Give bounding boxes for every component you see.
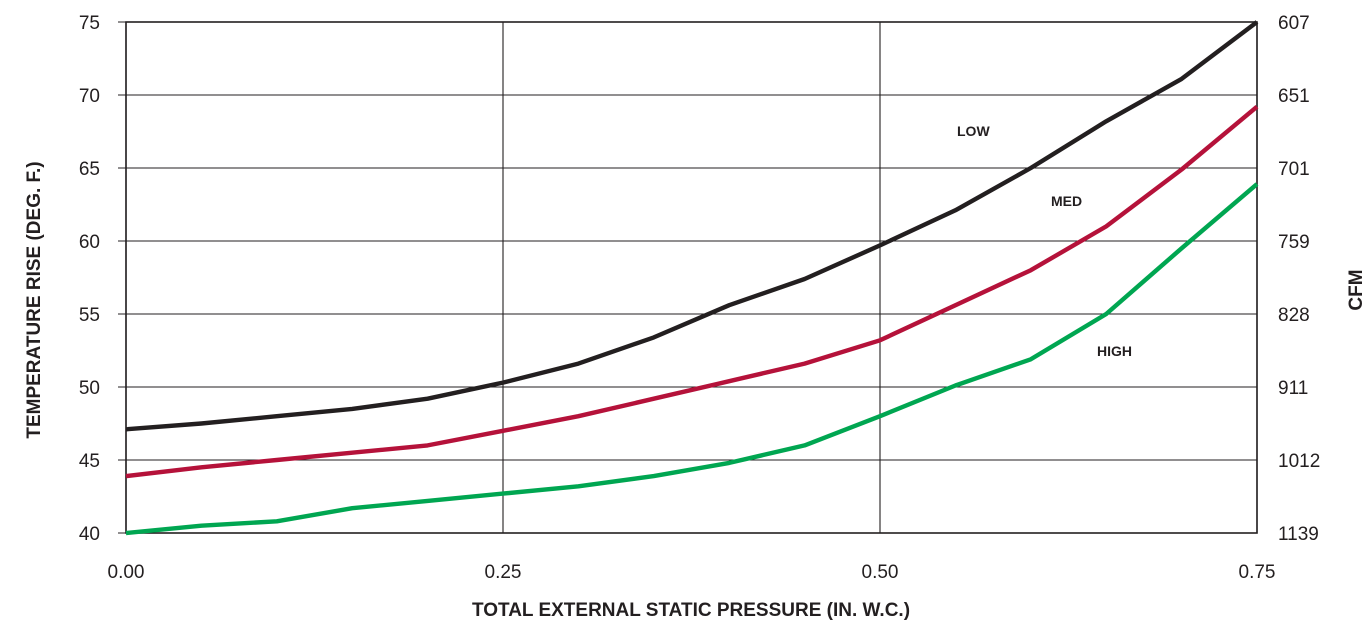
- y-tick-label: 50: [79, 378, 100, 399]
- y-tick-label: 65: [79, 159, 100, 180]
- y2-tick-label: 828: [1278, 305, 1310, 326]
- y-tick-label: 70: [79, 86, 100, 107]
- series-line-high: [125, 182, 1259, 536]
- plot-frame: [125, 21, 1258, 534]
- x-tick-label: 0.75: [1239, 562, 1276, 583]
- y2-tick-labels: 1139 1012 911 828 759 701 651 607: [1278, 13, 1320, 545]
- y-tick-label: 40: [79, 524, 100, 545]
- series-label-med: MED: [1051, 193, 1082, 209]
- x-tick-label: 0.25: [485, 562, 522, 583]
- y2-tick-label: 701: [1278, 159, 1310, 180]
- series-label-high: HIGH: [1097, 343, 1132, 359]
- y2-tick-label: 607: [1278, 13, 1310, 34]
- x-tick-label: 0.50: [862, 562, 899, 583]
- y2-tick-label: 1139: [1278, 524, 1319, 545]
- y-tick-label: 75: [79, 13, 100, 34]
- y2-tick-label: 651: [1278, 86, 1310, 107]
- series-label-low: LOW: [957, 123, 990, 139]
- y-tick-label: 55: [79, 305, 100, 326]
- y2-tick-label: 759: [1278, 232, 1310, 253]
- x-axis-title: TOTAL EXTERNAL STATIC PRESSURE (IN. W.C.…: [472, 600, 910, 621]
- y-tick-label: 60: [79, 232, 100, 253]
- y-tick-labels: 40 45 50 55 60 65 70 75: [79, 13, 100, 545]
- y-axis-title: TEMPERATURE RISE (DEG. F.): [24, 161, 45, 438]
- y2-tick-label: 1012: [1278, 451, 1320, 472]
- series-line-low: [125, 20, 1259, 432]
- x-tick-label: 0.00: [108, 562, 145, 583]
- y2-tick-label: 911: [1278, 378, 1308, 399]
- series-lines: [125, 20, 1259, 536]
- y-tick-label: 45: [79, 451, 100, 472]
- series-line-med: [125, 105, 1259, 479]
- x-tick-labels: 0.00 0.25 0.50 0.75: [108, 562, 1276, 583]
- gridlines: [118, 21, 1258, 534]
- y2-axis-title: CFM: [1346, 269, 1367, 310]
